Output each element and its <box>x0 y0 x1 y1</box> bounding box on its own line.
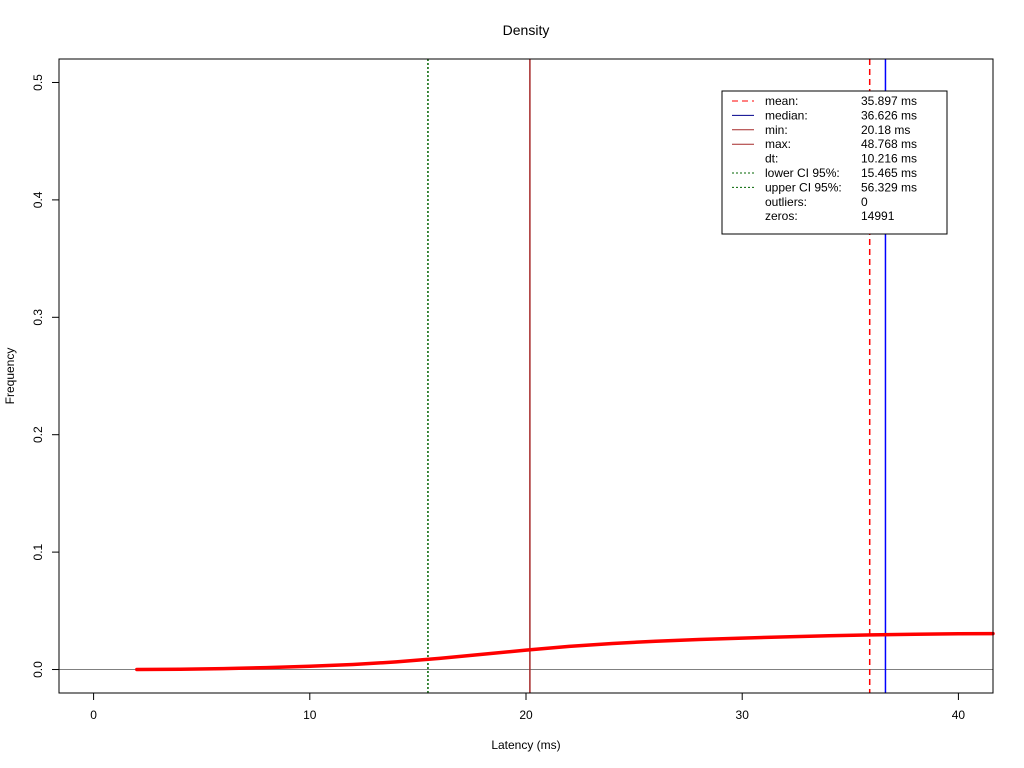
y-axis: 0.0 0.1 0.2 0.3 0.4 0.5 <box>31 74 59 678</box>
legend-label-0: mean: <box>765 94 798 108</box>
x-tick-label-2: 20 <box>519 708 533 722</box>
x-tick-label-3: 30 <box>736 708 750 722</box>
x-axis: 0 10 20 30 40 <box>90 693 965 722</box>
legend-label-1: median: <box>765 108 808 122</box>
legend-value-6: 56.329 ms <box>861 180 917 194</box>
y-axis-title: Frequency <box>3 348 17 405</box>
y-tick-label-5: 0.5 <box>31 74 45 91</box>
legend-value-7: 0 <box>861 195 868 209</box>
legend-label-6: upper CI 95%: <box>765 180 842 194</box>
legend-value-2: 20.18 ms <box>861 123 910 137</box>
legend-label-4: dt: <box>765 152 778 166</box>
legend-value-8: 14991 <box>861 209 895 223</box>
legend-value-3: 48.768 ms <box>861 137 917 151</box>
legend-label-8: zeros: <box>765 209 798 223</box>
legend-value-5: 15.465 ms <box>861 166 917 180</box>
x-tick-label-4: 40 <box>952 708 966 722</box>
y-tick-label-2: 0.2 <box>31 426 45 443</box>
legend-label-2: min: <box>765 123 788 137</box>
y-tick-label-1: 0.1 <box>31 543 45 560</box>
y-tick-label-4: 0.4 <box>31 191 45 208</box>
legend-label-7: outliers: <box>765 195 807 209</box>
chart-title: Density <box>503 22 550 38</box>
x-axis-title: Latency (ms) <box>491 738 560 752</box>
legend-label-5: lower CI 95%: <box>765 166 840 180</box>
legend-label-3: max: <box>765 137 791 151</box>
plot-frame <box>58 58 994 694</box>
y-tick-label-0: 0.0 <box>31 661 45 678</box>
legend-value-0: 35.897 ms <box>861 94 917 108</box>
legend-value-1: 36.626 ms <box>861 108 917 122</box>
legend-box <box>721 90 948 235</box>
density-curve-0 <box>135 631 995 672</box>
x-tick-label-0: 0 <box>90 708 97 722</box>
x-tick-label-1: 10 <box>303 708 317 722</box>
legend: mean: 35.897 ms median: 36.626 ms min: 20.18 … <box>721 90 948 235</box>
y-tick-label-3: 0.3 <box>31 309 45 326</box>
legend-value-4: 10.216 ms <box>861 152 917 166</box>
